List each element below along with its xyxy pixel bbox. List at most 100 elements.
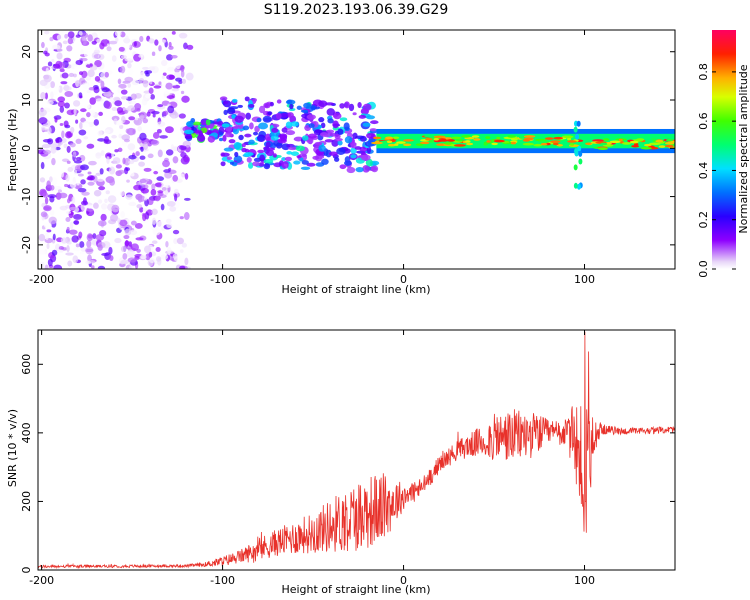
colorbar-gradient <box>712 30 736 269</box>
spectrogram-cell <box>125 167 130 172</box>
spectrogram-cell <box>136 204 143 209</box>
spectrogram-cell <box>110 214 119 222</box>
spectrogram-cell <box>419 141 430 145</box>
spectrogram-cell <box>117 78 122 85</box>
spectrogram-cell <box>78 129 87 136</box>
spectrogram-cell <box>166 223 173 229</box>
spectrogram-cell <box>75 243 80 248</box>
spectrogram-cell <box>359 146 368 152</box>
snr-xlabel: Height of straight line (km) <box>281 583 430 596</box>
spectrogram-cell <box>573 182 578 189</box>
spectrogram-cell <box>183 212 190 221</box>
spectrogram-cell <box>128 154 137 160</box>
spectrogram-cell <box>143 196 148 201</box>
spectrogram-cell <box>324 102 335 106</box>
spectrogram-cell <box>443 142 454 145</box>
spectrogram-cell <box>50 91 54 99</box>
spectrogram-cell <box>165 218 172 224</box>
spectrogram-cell <box>343 122 350 130</box>
spectrogram-cell <box>161 187 167 191</box>
spectrogram-cell <box>172 174 179 182</box>
spectrogram-cell <box>254 125 260 133</box>
spectrogram-cell <box>146 111 151 117</box>
spectrogram-cell <box>148 38 155 44</box>
spectrogram-cell <box>153 100 163 104</box>
spectrogram-cell <box>140 254 147 260</box>
spectrogram-cell <box>643 143 652 147</box>
spectrogram-cell <box>80 247 87 252</box>
spectrogram-cell <box>163 90 170 94</box>
spectrogram-cell <box>244 152 254 157</box>
spectrogram-cell <box>334 137 343 142</box>
spectrogram-cell <box>49 185 55 191</box>
spectrogram-cell <box>605 141 612 145</box>
spectrogram-cell <box>415 143 423 146</box>
spectrogram-cell <box>229 161 234 165</box>
spectrogram-cell <box>175 61 182 70</box>
spectrogram-cell <box>166 54 173 61</box>
spectrogram-cell <box>68 72 75 78</box>
spectrogram-cell <box>47 61 53 67</box>
spectrogram-cell <box>98 186 106 191</box>
spectrogram-cell <box>85 246 94 255</box>
spectrogram-cell <box>101 87 110 93</box>
spectrogram-cell <box>196 134 206 142</box>
spectrogram-cell <box>523 139 530 142</box>
spectrogram-cell <box>139 178 147 184</box>
spectrogram-cell <box>256 117 262 123</box>
snr-xtick-label: 100 <box>574 574 595 587</box>
spectrogram-cell <box>77 173 84 177</box>
spectrogram-cell <box>133 184 142 191</box>
spectrogram-cell <box>149 81 153 85</box>
spectrogram-cell <box>172 253 178 259</box>
spectrogram-cell <box>117 110 126 115</box>
spectrogram-cell <box>100 213 107 222</box>
spectrogram-cell <box>366 132 375 139</box>
spectrogram-cell <box>112 157 121 164</box>
spectrogram-cell <box>184 173 189 180</box>
spectrogram-cell <box>140 218 150 223</box>
spectrogram-cell <box>344 136 353 144</box>
spectrogram-cell <box>362 164 371 173</box>
spectrogram-cell <box>104 129 111 134</box>
spectrogram-cell <box>73 214 83 220</box>
spectrogram-cell <box>232 127 240 135</box>
spectrogram-cell <box>67 37 74 45</box>
spectrogram-cell <box>44 30 50 35</box>
spectrogram-cell <box>544 137 554 140</box>
spectrogram-cell <box>159 135 168 139</box>
spectrogram-cell <box>424 134 436 138</box>
spectrogram-cell <box>471 135 480 138</box>
spectrogram-cell <box>82 122 90 129</box>
spectrogram-cell <box>265 141 271 148</box>
spectrogram-cell <box>166 200 176 207</box>
spectrogram-cell <box>550 140 561 144</box>
spectrogram-cell <box>258 162 265 167</box>
spectrogram-cell <box>326 108 335 116</box>
spectrogram-cell <box>352 112 357 116</box>
spectrogram-cell <box>75 119 79 124</box>
spectrogram-cell <box>223 109 228 116</box>
spectrogram-cell <box>73 160 83 164</box>
spectrogram-cell <box>84 204 94 209</box>
spectrogram-cell <box>106 156 110 165</box>
spectrogram-cell <box>328 151 338 156</box>
spectrogram-cell <box>111 107 117 112</box>
spectrogram-cell <box>95 47 100 51</box>
spectrogram-cell <box>66 45 73 52</box>
spectrogram-cell <box>64 91 74 98</box>
spectrogram-cell <box>78 231 83 239</box>
spectrogram-cell <box>66 198 71 204</box>
spectrogram-cell <box>109 178 116 186</box>
spectrogram-cell <box>394 143 399 146</box>
spectrogram-cell <box>75 34 81 38</box>
spectrogram-cell <box>358 114 367 119</box>
spectrogram-cell <box>337 140 343 146</box>
spectrogram-cell <box>53 264 63 269</box>
spectrogram-cell <box>123 235 130 240</box>
spectrogram-cell <box>609 140 621 144</box>
spectrogram-cell <box>54 117 58 123</box>
spectrogram-ytick-label: -20 <box>20 236 33 254</box>
spectrogram-cell <box>128 100 136 105</box>
spectrogram-cell <box>72 151 77 158</box>
